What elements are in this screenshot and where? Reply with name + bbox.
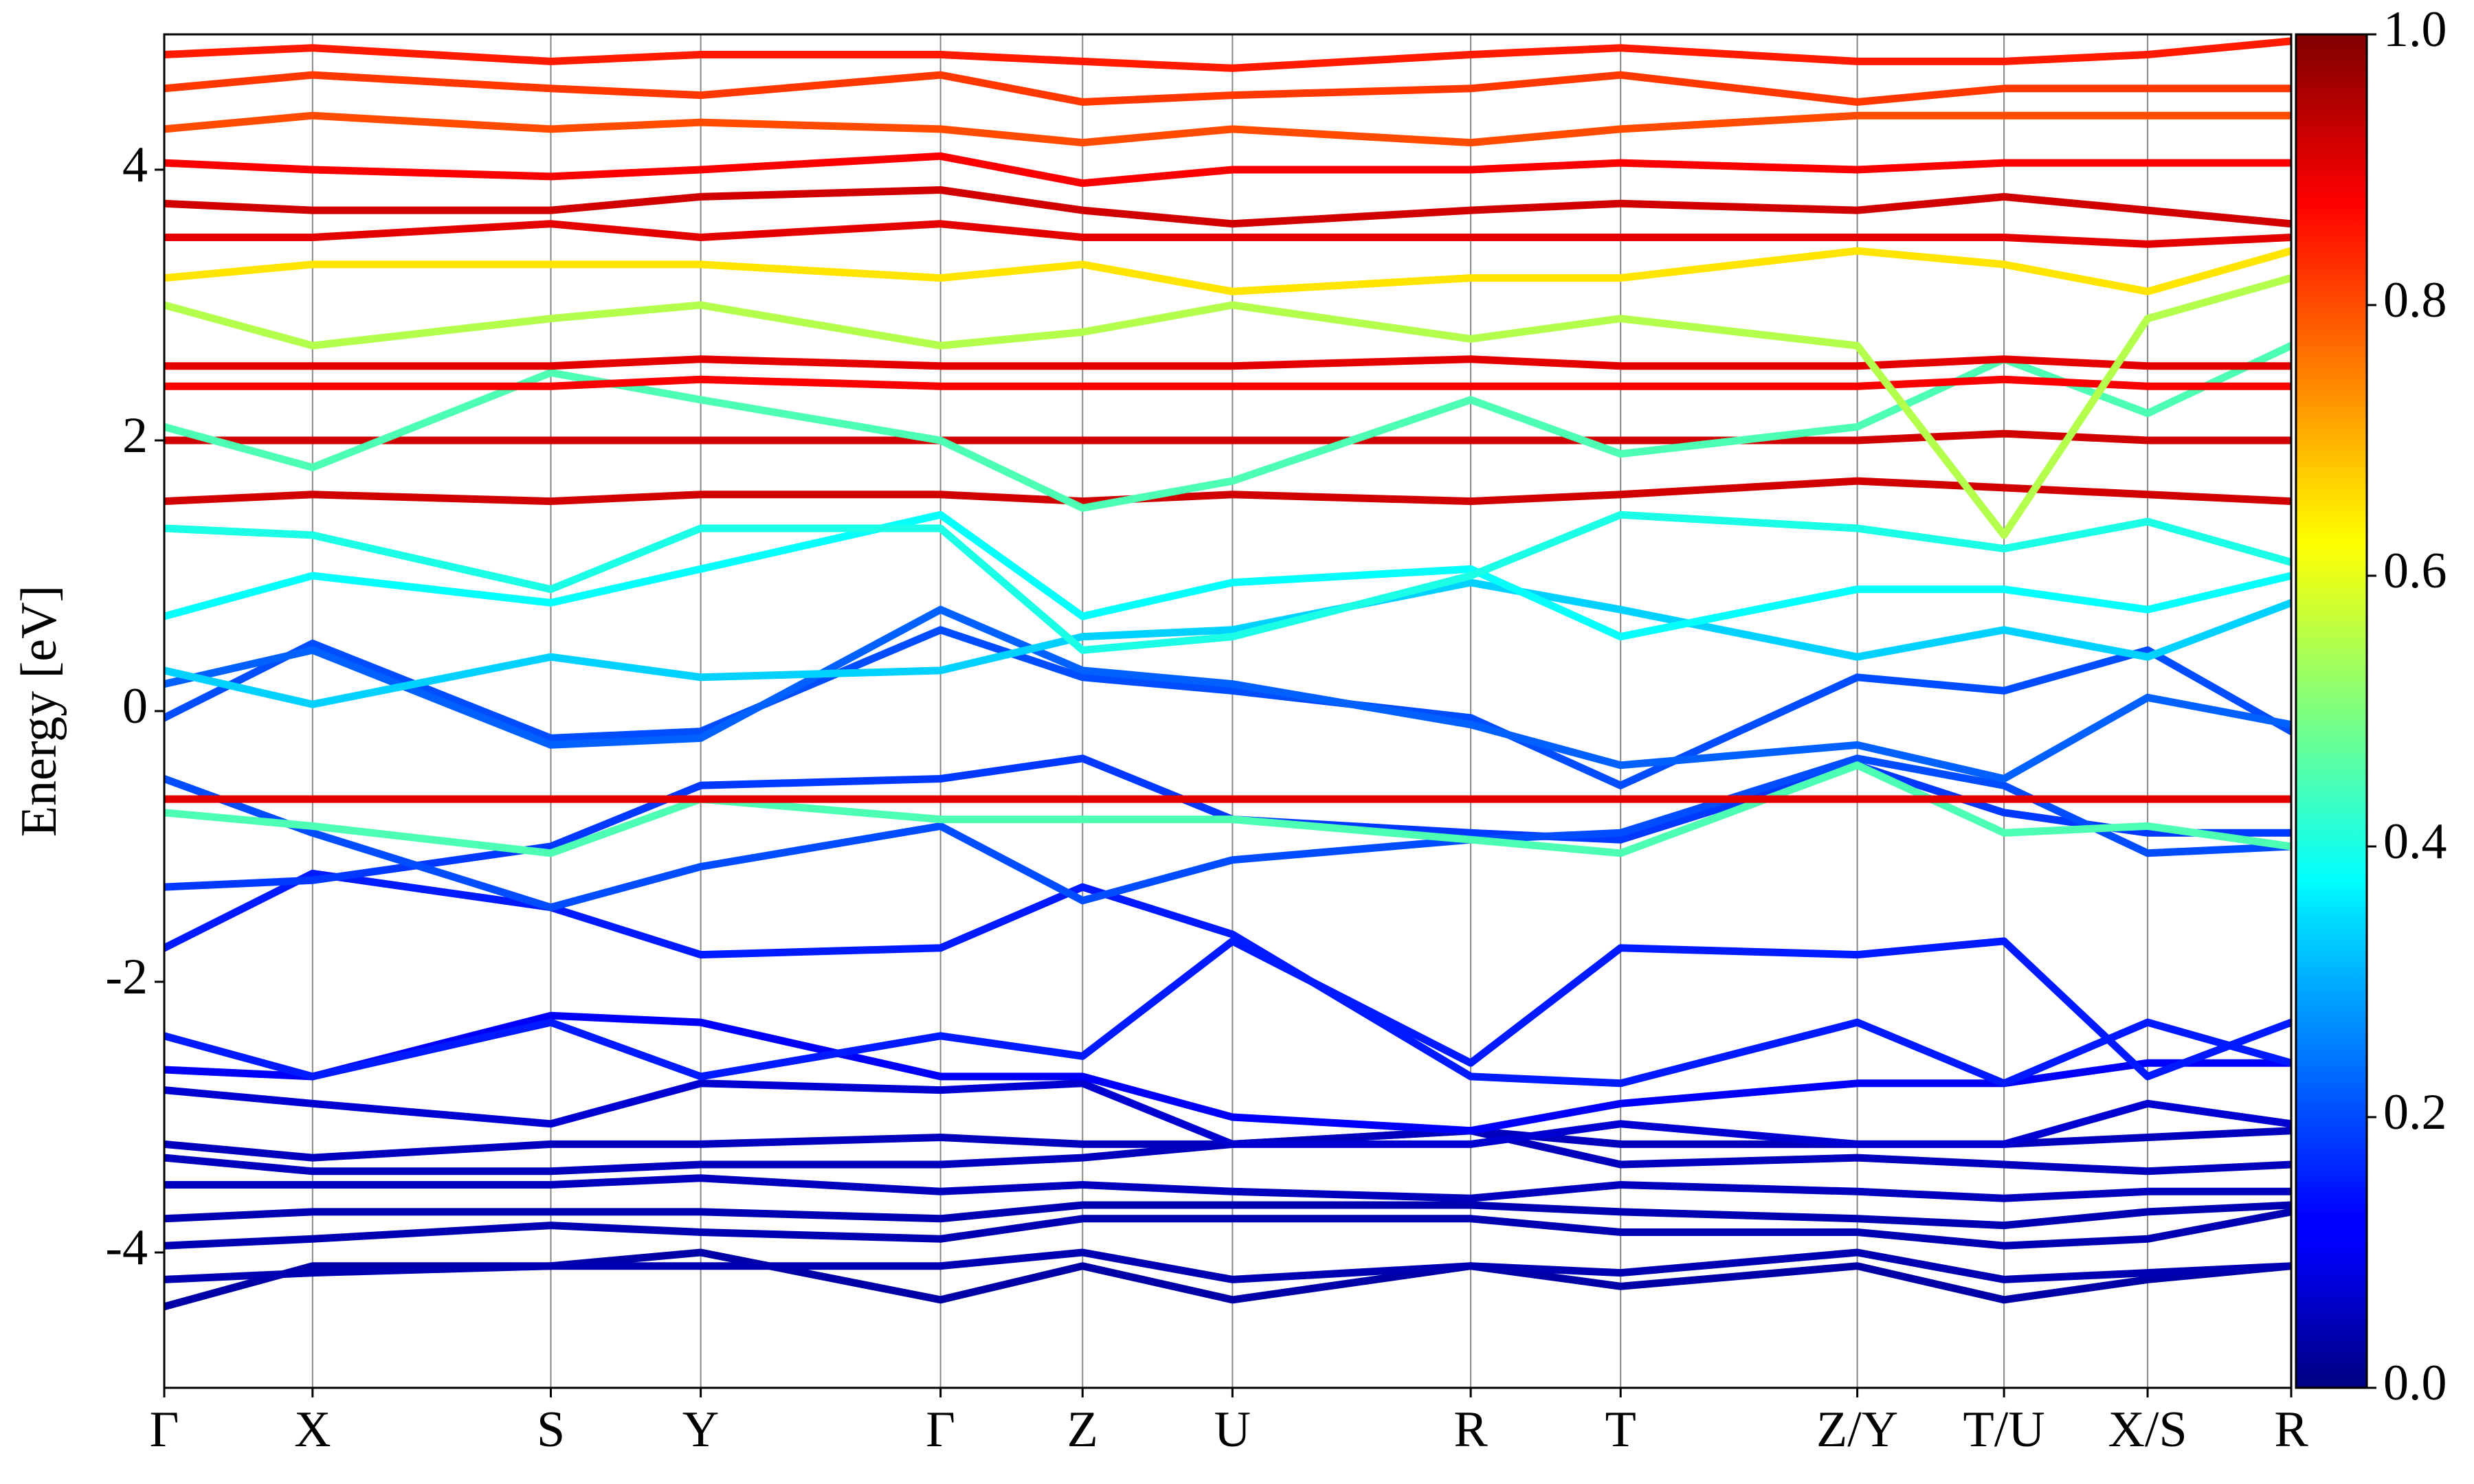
- band-line: [164, 429, 2291, 445]
- x-tick-label: Y: [682, 1402, 719, 1458]
- x-tick-label: R: [1453, 1402, 1488, 1458]
- band-line: [164, 274, 2291, 539]
- band-line: [164, 761, 2291, 857]
- x-tick-label: Z: [1067, 1402, 1098, 1458]
- x-tick-label: Γ: [150, 1402, 179, 1458]
- band-line: [164, 626, 2291, 789]
- colorbar-tick-label: 1.0: [2383, 1, 2447, 58]
- y-axis-label: Energy [eV]: [11, 585, 67, 837]
- band-line: [164, 152, 2291, 188]
- band-line: [164, 578, 2291, 708]
- colorbar-tick-label: 0.0: [2383, 1355, 2447, 1411]
- band-line: [164, 71, 2291, 106]
- band-line: [164, 37, 2291, 72]
- band-line: [164, 220, 2291, 248]
- band-line: [164, 605, 2291, 783]
- x-tick-label: S: [537, 1402, 565, 1458]
- band-line: [164, 937, 2291, 1081]
- band-line: [164, 247, 2291, 295]
- colorbar-tick-label: 0.4: [2383, 813, 2447, 870]
- band-line: [164, 869, 2291, 1088]
- colorbar: [2295, 33, 2368, 1389]
- x-tick-label: Z/Y: [1816, 1402, 1898, 1458]
- x-tick-label: T/U: [1963, 1402, 2045, 1458]
- x-tick-label: R: [2274, 1402, 2308, 1458]
- y-tick-label: 4: [122, 137, 148, 193]
- band-line: [164, 1079, 2291, 1148]
- x-tick-label: X: [294, 1402, 331, 1458]
- band-line: [164, 754, 2291, 912]
- band-line: [164, 186, 2291, 228]
- axes: Γ X S Y Γ Z U R T Z/Y T/U X/S R -4 -2 0 2 4 0.0 0.2 0.4 0.6 0.…: [105, 1, 2447, 1458]
- x-tick-label: T: [1605, 1402, 1636, 1458]
- x-tick-label: X/S: [2108, 1402, 2187, 1458]
- band-line: [164, 510, 2291, 641]
- y-tick-label: -4: [105, 1219, 148, 1276]
- colorbar-tick-label: 0.8: [2383, 272, 2447, 328]
- bands: [164, 37, 2291, 1311]
- y-tick-label: 2: [122, 407, 148, 464]
- band-line: [164, 375, 2291, 390]
- x-tick-label: U: [1214, 1402, 1251, 1458]
- band-line: [164, 111, 2291, 147]
- band-line: [164, 510, 2291, 654]
- x-tick-label: Γ: [926, 1402, 955, 1458]
- band-line: [164, 477, 2291, 506]
- band-line: [164, 355, 2291, 370]
- y-tick-label: 0: [122, 678, 148, 734]
- band-line: [164, 1201, 2291, 1230]
- band-line: [164, 1208, 2291, 1250]
- y-tick-label: -2: [105, 949, 148, 1005]
- colorbar-tick-label: 0.6: [2383, 543, 2447, 599]
- band-line: [164, 1248, 2291, 1283]
- band-line: [164, 1174, 2291, 1202]
- colorbar-tick-label: 0.2: [2383, 1084, 2447, 1140]
